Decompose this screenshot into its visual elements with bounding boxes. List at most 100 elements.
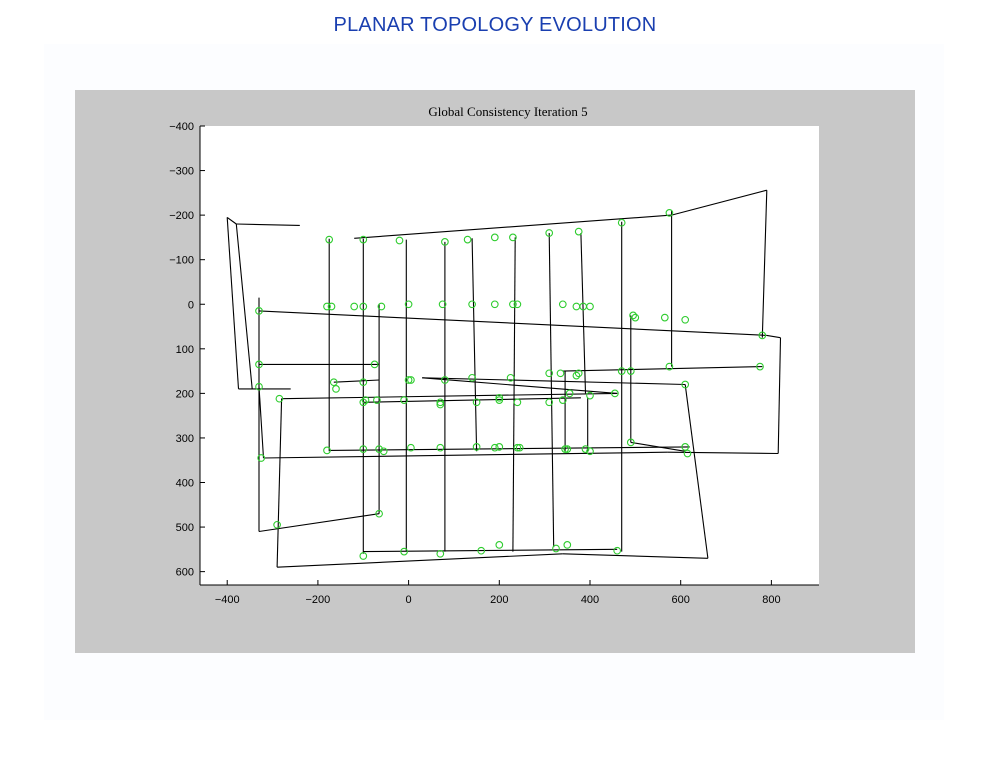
node-marker (359, 302, 368, 311)
node-marker (359, 378, 368, 387)
topology-edge (258, 513, 380, 533)
node-marker (509, 233, 517, 242)
node-marker (468, 300, 476, 309)
node-marker (545, 229, 554, 237)
y-tick-label: 100 (176, 344, 194, 356)
topology-edge (471, 238, 478, 452)
x-tick-label: 0 (406, 594, 412, 606)
topology-edge (236, 223, 300, 226)
node-marker (407, 443, 415, 452)
topology-edge (276, 398, 283, 568)
x-tick-label: 600 (672, 594, 690, 606)
y-tick-label: −400 (169, 121, 194, 133)
node-marker (255, 360, 263, 369)
topology-edge (329, 446, 690, 451)
node-marker (513, 398, 522, 407)
node-marker (436, 398, 445, 407)
node-marker (359, 398, 368, 407)
topology-edge (548, 232, 555, 548)
node-marker (400, 547, 408, 556)
node-marker (404, 376, 413, 384)
axes-layer: −400 −300 −200 −100 0 100 200 300 400 500 600 −400 −… (169, 121, 819, 606)
node-marker (370, 360, 379, 369)
y-tick-label: −200 (169, 210, 194, 222)
topology-edge (630, 441, 686, 452)
topology-edge (281, 392, 618, 400)
node-marker (463, 235, 472, 244)
node-marker (407, 376, 415, 384)
x-tick-label: 800 (762, 594, 780, 606)
node-marker (495, 541, 504, 549)
node-marker (513, 300, 522, 309)
node-marker (275, 394, 284, 403)
node-marker (617, 367, 626, 375)
node-marker (395, 236, 404, 245)
node-marker (509, 300, 517, 309)
node-marker (552, 544, 560, 553)
node-marker (545, 398, 554, 407)
topology-edge (333, 379, 380, 383)
node-marker (350, 302, 359, 311)
node-marker (515, 443, 524, 452)
y-tick-label: 0 (188, 299, 194, 311)
node-marker (495, 443, 504, 451)
y-tick-label: −300 (169, 166, 194, 178)
node-marker (255, 382, 263, 391)
node-marker (563, 541, 572, 549)
node-marker (574, 369, 583, 378)
topology-edge (761, 190, 768, 338)
node-marker (436, 549, 445, 558)
node-marker (556, 369, 565, 378)
node-marker (756, 362, 764, 371)
node-marker (681, 315, 690, 324)
node-marker (490, 233, 499, 242)
node-marker (468, 373, 476, 382)
node-marker (441, 238, 449, 246)
slide-title: PLANAR TOPOLOGY EVOLUTION (333, 14, 657, 36)
topology-edge (422, 377, 618, 394)
topology-edge (512, 237, 516, 552)
node-marker (758, 331, 767, 340)
node-marker (506, 373, 515, 382)
node-marker (436, 443, 445, 452)
node-marker (665, 209, 674, 217)
points-layer (255, 209, 767, 560)
topology-edge (671, 189, 767, 216)
node-marker (255, 307, 263, 315)
node-marker (545, 369, 554, 378)
topology-edge (777, 337, 782, 454)
node-marker (323, 302, 331, 311)
x-tick-label: 400 (581, 594, 599, 606)
y-tick-label: 400 (176, 478, 194, 490)
node-marker (561, 445, 569, 453)
node-marker (332, 385, 340, 393)
y-tick-label: 600 (176, 567, 194, 579)
node-marker (629, 311, 637, 320)
node-marker (681, 380, 690, 389)
topology-edge (226, 217, 240, 389)
node-marker (581, 445, 590, 453)
node-marker (613, 546, 622, 555)
topology-edge (562, 553, 708, 559)
topology-edge (277, 553, 563, 568)
node-marker (359, 235, 368, 244)
node-marker (472, 398, 481, 407)
node-marker (361, 396, 370, 404)
x-tick-label: 200 (490, 594, 508, 606)
node-marker (611, 389, 619, 398)
topology-edge (684, 384, 709, 559)
node-marker (626, 367, 635, 375)
topology-edge (562, 366, 763, 372)
x-tick-label: −400 (215, 594, 240, 606)
x-tick-label: −200 (306, 594, 331, 606)
topology-edge (354, 214, 672, 239)
node-marker (586, 447, 594, 456)
topology-edge (235, 223, 253, 389)
topology-edge (363, 548, 618, 553)
y-tick-label: −100 (169, 255, 194, 267)
topology-edge (226, 216, 237, 225)
node-marker (404, 300, 413, 309)
node-marker (323, 446, 331, 455)
topology-edge (667, 451, 779, 455)
node-marker (490, 300, 499, 309)
